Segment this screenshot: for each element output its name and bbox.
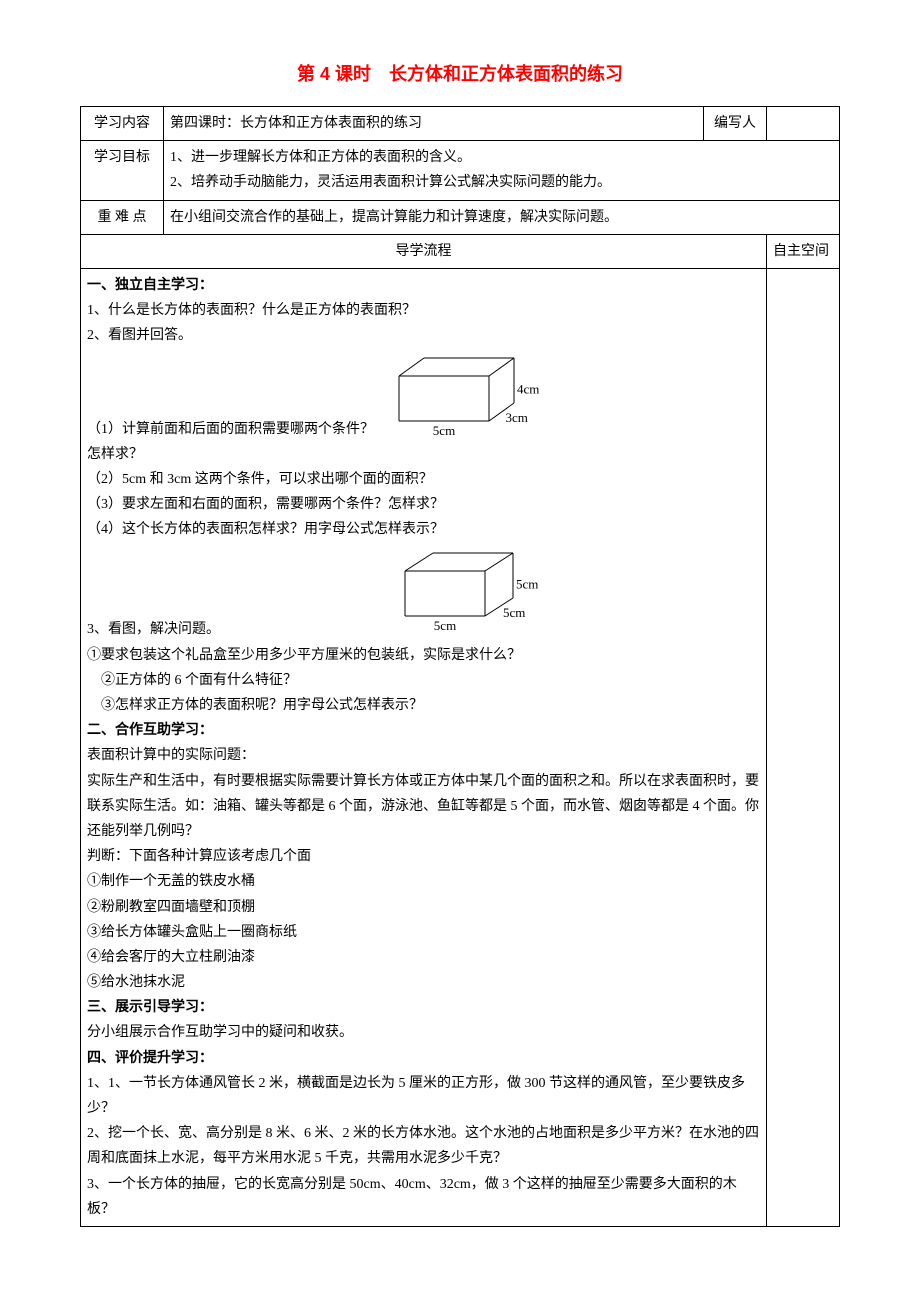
value-author xyxy=(767,107,840,141)
label-author: 编写人 xyxy=(704,107,767,141)
svg-text:4cm: 4cm xyxy=(517,381,539,396)
s4-line-2: 2、挖一个长、宽、高分别是 8 米、6 米、2 米的长方体水池。这个水池的占地面… xyxy=(87,1121,760,1171)
s1-c2: ②正方体的 6 个面有什么特征？ xyxy=(87,668,760,693)
value-study-goal: 1、进一步理解长方体和正方体的表面积的含义。 2、培养动手动脑能力，灵活运用表面… xyxy=(164,141,840,200)
s2-item-4: ④给会客厅的大立柱刷油漆 xyxy=(87,945,760,970)
svg-text:5cm: 5cm xyxy=(433,423,455,438)
goal-line-1: 1、进一步理解长方体和正方体的表面积的含义。 xyxy=(170,145,833,170)
s1-line-3: 3、看图，解决问题。 xyxy=(87,617,220,642)
s1-c1: ①要求包装这个礼品盒至少用多少平方厘米的包装纸，实际是求什么？ xyxy=(87,643,760,668)
s1-q4: （4）这个长方体的表面积怎样求？用字母公式怎样表示？ xyxy=(87,517,760,542)
section-1-title: 一、独立自主学习： xyxy=(87,273,760,298)
row-study-content: 学习内容 第四课时：长方体和正方体表面积的练习 编写人 xyxy=(81,107,840,141)
s2-line-3: 判断：下面各种计算应该考虑几个面 xyxy=(87,844,760,869)
section-2-title: 二、合作互助学习： xyxy=(87,718,760,743)
row-key-points: 重 难 点 在小组间交流合作的基础上，提高计算能力和计算速度，解决实际问题。 xyxy=(81,200,840,234)
s1-c3: ③怎样求正方体的表面积呢？用字母公式怎样表示？ xyxy=(87,693,760,718)
s1-q1: （1）计算前面和后面的面积需要哪两个条件？ xyxy=(87,417,374,442)
s4-line-3: 3、一个长方体的抽屉，它的长宽高分别是 50cm、40cm、32cm，做 3 个… xyxy=(87,1172,760,1222)
page-title: 第 4 课时 长方体和正方体表面积的练习 xyxy=(80,60,840,86)
s2-line-1: 表面积计算中的实际问题： xyxy=(87,743,760,768)
svg-text:5cm: 5cm xyxy=(434,618,456,633)
svg-text:3cm: 3cm xyxy=(506,410,528,425)
lesson-table: 学习内容 第四课时：长方体和正方体表面积的练习 编写人 学习目标 1、进一步理解… xyxy=(80,106,840,1227)
s4-line-1: 1、1、一节长方体通风管长 2 米，横截面是边长为 5 厘米的正方形，做 300… xyxy=(87,1071,760,1121)
s2-item-1: ①制作一个无盖的铁皮水桶 xyxy=(87,869,760,894)
label-key-points: 重 难 点 xyxy=(81,200,164,234)
label-study-content: 学习内容 xyxy=(81,107,164,141)
side-space-cell xyxy=(767,268,840,1226)
value-key-points: 在小组间交流合作的基础上，提高计算能力和计算速度，解决实际问题。 xyxy=(164,200,840,234)
section-4-title: 四、评价提升学习： xyxy=(87,1046,760,1071)
s3-line-1: 分小组展示合作互助学习中的疑问和收获。 xyxy=(87,1020,760,1045)
label-flow: 导学流程 xyxy=(81,234,767,268)
s2-item-5: ⑤给水池抹水泥 xyxy=(87,970,760,995)
s1-line-2: 2、看图并回答。 xyxy=(87,323,760,348)
svg-text:5cm: 5cm xyxy=(516,577,538,592)
figure-1-cuboid: 4cm5cm3cm xyxy=(394,353,524,442)
section-3-title: 三、展示引导学习： xyxy=(87,995,760,1020)
s2-item-2: ②粉刷教室四面墙壁和顶棚 xyxy=(87,895,760,920)
label-study-goal: 学习目标 xyxy=(81,141,164,200)
row-flow-body: 一、独立自主学习： 1、什么是长方体的表面积？什么是正方体的表面积？ 2、看图并… xyxy=(81,268,840,1226)
value-study-content: 第四课时：长方体和正方体表面积的练习 xyxy=(164,107,704,141)
svg-text:5cm: 5cm xyxy=(503,605,525,620)
s2-line-2: 实际生产和生活中，有时要根据实际需要计算长方体或正方体中某几个面的面积之和。所以… xyxy=(87,769,760,845)
s1-q3: （3）要求左面和右面的面积，需要哪两个条件？怎样求？ xyxy=(87,492,760,517)
s1-line-1: 1、什么是长方体的表面积？什么是正方体的表面积？ xyxy=(87,298,760,323)
flow-content: 一、独立自主学习： 1、什么是长方体的表面积？什么是正方体的表面积？ 2、看图并… xyxy=(81,268,767,1226)
label-side-space: 自主空间 xyxy=(767,234,840,268)
s1-q1b: 怎样求？ xyxy=(87,442,760,467)
row-flow-header: 导学流程 自主空间 xyxy=(81,234,840,268)
s1-q2: （2）5cm 和 3cm 这两个条件，可以求出哪个面的面积？ xyxy=(87,467,760,492)
s2-item-3: ③给长方体罐头盒贴上一圈商标纸 xyxy=(87,920,760,945)
goal-line-2: 2、培养动手动脑能力，灵活运用表面积计算公式解决实际问题的能力。 xyxy=(170,170,833,195)
row-study-goal: 学习目标 1、进一步理解长方体和正方体的表面积的含义。 2、培养动手动脑能力，灵… xyxy=(81,141,840,200)
figure-2-cube: 5cm 5cm 5cm xyxy=(400,548,540,642)
